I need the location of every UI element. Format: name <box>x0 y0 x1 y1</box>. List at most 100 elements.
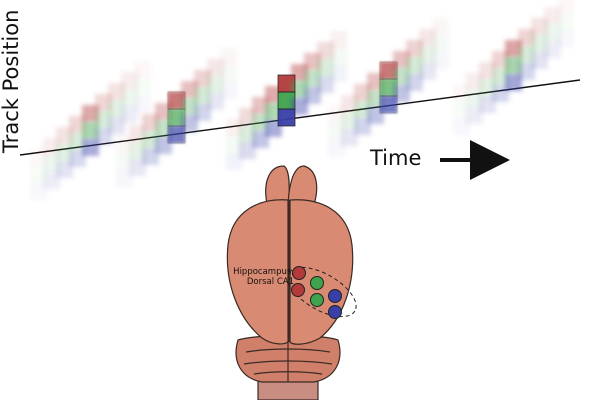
replay-square <box>194 70 211 87</box>
replay-square <box>304 87 321 104</box>
replay-square <box>518 46 535 63</box>
replay-square <box>531 52 548 69</box>
replay-square <box>544 41 561 58</box>
replay-square <box>82 105 99 122</box>
replay-square <box>330 65 347 82</box>
replay-square <box>304 53 321 70</box>
replay-square <box>220 48 237 65</box>
replay-square <box>134 78 151 95</box>
replay-square <box>207 93 224 110</box>
replay-square <box>226 119 243 136</box>
replay-square <box>239 125 256 142</box>
replay-square <box>557 30 574 47</box>
replay-square <box>95 128 112 145</box>
replay-square <box>432 52 449 69</box>
replay-square <box>531 18 548 35</box>
replay-square <box>121 89 138 106</box>
replay-square <box>121 106 138 123</box>
replay-square-outline <box>277 108 296 127</box>
replay-square <box>207 59 224 76</box>
region-label-line1: Hippocampus, <box>233 267 294 277</box>
replay-square <box>419 29 436 46</box>
replay-square <box>194 87 211 104</box>
replay-square-outline <box>167 91 186 110</box>
place-cell-icon <box>291 283 305 297</box>
place-cell-icon <box>328 289 342 303</box>
place-cells <box>291 266 342 319</box>
replay-square <box>380 62 397 79</box>
replay-square <box>252 131 269 148</box>
replay-square <box>181 98 198 115</box>
replay-square <box>557 0 574 13</box>
replay-square <box>393 85 410 102</box>
replay-square <box>505 57 522 74</box>
replay-square <box>129 125 146 142</box>
replay-square-outline <box>379 61 398 80</box>
replay-square-outline <box>167 108 186 127</box>
replay-square <box>367 107 384 124</box>
replay-square <box>116 136 133 153</box>
replay-square <box>181 81 198 98</box>
replay-square <box>194 104 211 121</box>
replay-square <box>142 148 159 165</box>
replay-square-outline <box>379 78 398 97</box>
left-hemisphere <box>226 199 289 345</box>
replay-square <box>317 76 334 93</box>
replay-square <box>518 63 535 80</box>
replay-square <box>142 131 159 148</box>
replay-square <box>278 92 295 109</box>
replay-square <box>505 40 522 57</box>
replay-square <box>419 63 436 80</box>
replay-square <box>220 65 237 82</box>
replay-square <box>330 48 347 65</box>
place-cell-icon <box>310 293 324 307</box>
replay-square <box>168 109 185 126</box>
replay-square <box>492 51 509 68</box>
replay-square <box>544 7 561 24</box>
replay-square <box>492 85 509 102</box>
replay-square <box>108 100 125 117</box>
replay-square <box>317 59 334 76</box>
replay-square <box>432 35 449 52</box>
replay-square <box>121 72 138 89</box>
replay-square <box>239 142 256 159</box>
replay-square <box>82 122 99 139</box>
olfactory-bulb-right <box>287 165 318 211</box>
replay-square <box>432 18 449 35</box>
region-label-line2: Dorsal CA1 <box>246 277 294 287</box>
replay-square <box>239 108 256 125</box>
replay-square <box>419 46 436 63</box>
replay-sequences <box>43 0 574 189</box>
replay-square <box>155 137 172 154</box>
replay-square <box>479 62 496 79</box>
place-cell-icon <box>310 276 324 290</box>
replay-square <box>226 136 243 153</box>
replay-square-outline <box>379 95 398 114</box>
replay-square <box>304 70 321 87</box>
x-axis-label: Time <box>370 146 422 170</box>
ca1-region-outline <box>287 266 357 318</box>
replay-square <box>220 82 237 99</box>
replay-square <box>557 13 574 30</box>
replay-square <box>116 153 133 170</box>
replay-square <box>531 35 548 52</box>
replay-square <box>354 101 371 118</box>
replay-square <box>155 103 172 120</box>
replay-square <box>69 116 86 133</box>
replay-square <box>328 123 345 140</box>
replay-square <box>252 114 269 131</box>
replay-square <box>380 96 397 113</box>
replay-square <box>278 109 295 126</box>
replay-square <box>518 29 535 46</box>
place-cell-icon <box>292 266 306 280</box>
replay-square <box>168 92 185 109</box>
replay-square <box>328 106 345 123</box>
replay-square <box>226 153 243 170</box>
replay-square <box>380 79 397 96</box>
replay-square <box>406 40 423 57</box>
replay-square <box>168 126 185 143</box>
replay-square <box>406 57 423 74</box>
replay-square <box>181 115 198 132</box>
replay-square <box>479 79 496 96</box>
